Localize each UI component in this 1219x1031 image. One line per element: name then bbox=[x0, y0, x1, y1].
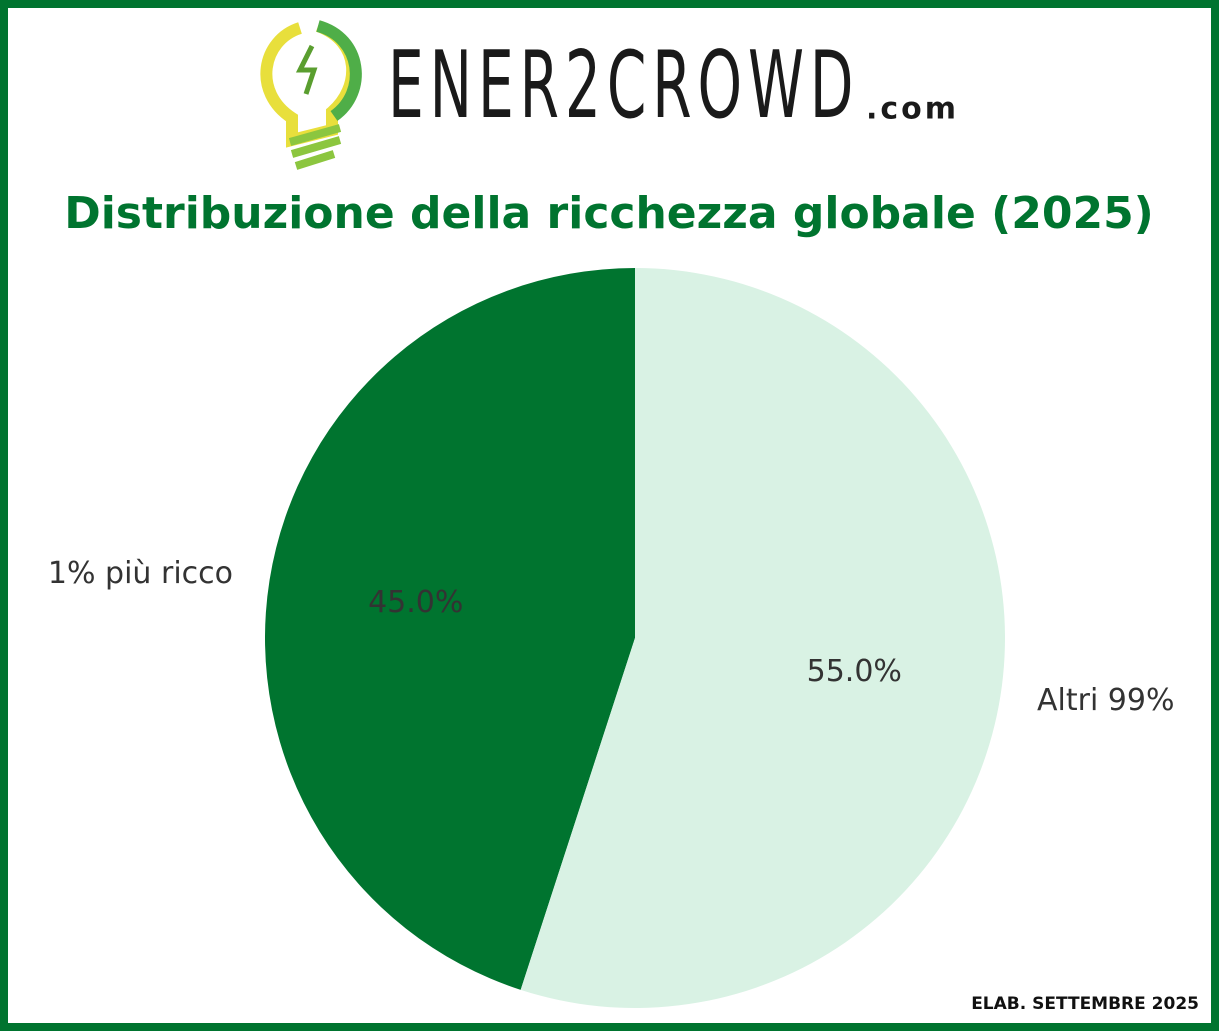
chart-title: Distribuzione della ricchezza globale (2… bbox=[64, 188, 1154, 239]
logo-name: ENER2CROWD bbox=[388, 32, 859, 140]
slice-label: 1% più ricco bbox=[48, 556, 233, 591]
logo-domain: .com bbox=[866, 92, 959, 127]
value-label: 55.0% bbox=[807, 654, 902, 689]
logo-icon bbox=[260, 20, 362, 170]
value-label: 45.0% bbox=[368, 585, 463, 620]
pie-slice bbox=[264, 268, 635, 990]
slice-label: Altri 99% bbox=[1037, 683, 1175, 718]
footer: ELAB. SETTEMBRE 2025 bbox=[971, 994, 1199, 1014]
pie-slice bbox=[520, 268, 1005, 1008]
